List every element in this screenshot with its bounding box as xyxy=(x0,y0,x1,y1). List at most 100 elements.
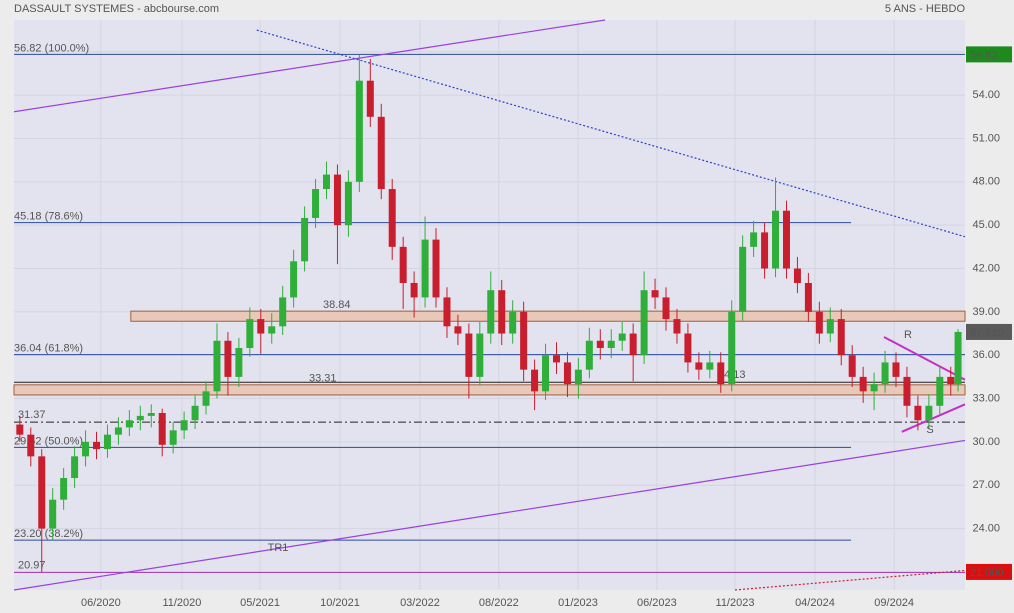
candle-body xyxy=(892,362,900,377)
candle-body xyxy=(213,340,221,392)
candle-body xyxy=(859,376,867,392)
candle-body xyxy=(651,290,659,298)
candle-body xyxy=(71,456,79,479)
candle-body xyxy=(421,239,429,298)
fib-label: 56.82 (100.0%) xyxy=(14,42,89,54)
x-tick-label: 10/2021 xyxy=(320,597,360,609)
candle-body xyxy=(848,355,856,377)
candle-body xyxy=(312,189,320,218)
annotation: TR1 xyxy=(268,542,289,554)
candle-body xyxy=(914,405,922,421)
candle-body xyxy=(925,405,933,421)
candle-body xyxy=(498,290,506,334)
trendline xyxy=(13,439,966,591)
trendline xyxy=(13,19,606,113)
candle-body xyxy=(136,415,144,421)
candle-body xyxy=(881,362,889,385)
trendline xyxy=(734,569,966,591)
candle-body xyxy=(224,340,232,377)
candle-body xyxy=(761,232,769,269)
candle-body xyxy=(936,376,944,406)
candle-body xyxy=(279,297,287,327)
candle-body xyxy=(826,319,834,334)
candle-body xyxy=(596,340,604,348)
candle-body xyxy=(793,268,801,283)
candle-body xyxy=(388,189,396,247)
price-tag xyxy=(966,46,1012,63)
candle-body xyxy=(465,333,473,377)
y-tick-label: 42.00 xyxy=(972,262,1000,274)
candle-body xyxy=(246,319,254,348)
candle-body xyxy=(618,333,626,341)
candle-body xyxy=(114,427,122,435)
fib-label: 36.04 (61.8%) xyxy=(14,343,83,355)
level-label: 20.97 xyxy=(18,559,46,571)
candle-body xyxy=(322,174,330,190)
y-tick-label: 36.00 xyxy=(972,349,1000,361)
candle-body xyxy=(103,434,111,450)
candle-body xyxy=(804,282,812,312)
candle-body xyxy=(38,456,46,529)
candle-body xyxy=(662,297,670,320)
candle-body xyxy=(355,80,363,182)
y-tick-label: 33.00 xyxy=(972,392,1000,404)
price-tag-label: 21.000 xyxy=(970,567,1004,579)
zone-label: 38.84 xyxy=(323,299,351,311)
x-tick-label: 05/2021 xyxy=(240,597,280,609)
annotation: S xyxy=(926,424,933,436)
price-tag xyxy=(966,563,1012,580)
y-tick-label: 24.00 xyxy=(972,522,1000,534)
candle-body xyxy=(585,340,593,370)
candle-body xyxy=(301,217,309,262)
price-tag-label: 37.610 xyxy=(970,327,1004,339)
y-tick-label: 48.00 xyxy=(972,176,1000,188)
candle-body xyxy=(520,311,528,370)
candle-body xyxy=(147,413,155,416)
x-tick-label: 01/2023 xyxy=(558,597,598,609)
y-tick-label: 30.00 xyxy=(972,436,1000,448)
candle-body xyxy=(454,326,462,334)
candle-body xyxy=(333,174,341,226)
trendline xyxy=(901,403,966,433)
candle-body xyxy=(202,391,210,406)
candle-body xyxy=(257,319,265,334)
candle-body xyxy=(60,478,68,500)
candle-body xyxy=(607,340,615,348)
candle-body xyxy=(782,210,790,269)
price-tag-label: 56.82 xyxy=(970,49,998,61)
price-tag xyxy=(966,323,1012,340)
candle-body xyxy=(947,376,955,385)
candle-body xyxy=(837,319,845,356)
trendline xyxy=(883,336,966,381)
x-tick-label: 11/2023 xyxy=(716,597,755,609)
x-tick-label: 06/2020 xyxy=(81,597,121,609)
y-tick-label: 39.00 xyxy=(972,306,1000,318)
candle-body xyxy=(815,311,823,334)
candle-body xyxy=(125,420,133,428)
candle-body xyxy=(772,210,780,269)
candle-body xyxy=(954,331,962,385)
candle-body xyxy=(235,347,243,377)
zone-label: 33.31 xyxy=(309,373,337,385)
candle-body xyxy=(739,246,747,312)
candle-body xyxy=(377,116,385,190)
y-tick-label: 51.00 xyxy=(972,132,1000,144)
candle-body xyxy=(706,362,714,370)
candle-body xyxy=(684,333,692,363)
candle-body xyxy=(673,319,681,334)
candle-body xyxy=(552,355,560,363)
candle-body xyxy=(191,405,199,421)
chart-subtitle: 5 ANS - HEBDO xyxy=(885,3,966,15)
candle-body xyxy=(344,181,352,226)
x-tick-label: 06/2023 xyxy=(637,597,677,609)
candle-body xyxy=(49,499,57,529)
candle-body xyxy=(640,290,648,356)
fib-label: 29.62 (50.0%) xyxy=(14,435,83,447)
candle-body xyxy=(870,384,878,392)
level-label: 31.37 xyxy=(18,409,46,421)
candle-body xyxy=(268,326,276,334)
candle-body xyxy=(487,290,495,334)
candle-body xyxy=(563,362,571,385)
candle-body xyxy=(750,232,758,247)
